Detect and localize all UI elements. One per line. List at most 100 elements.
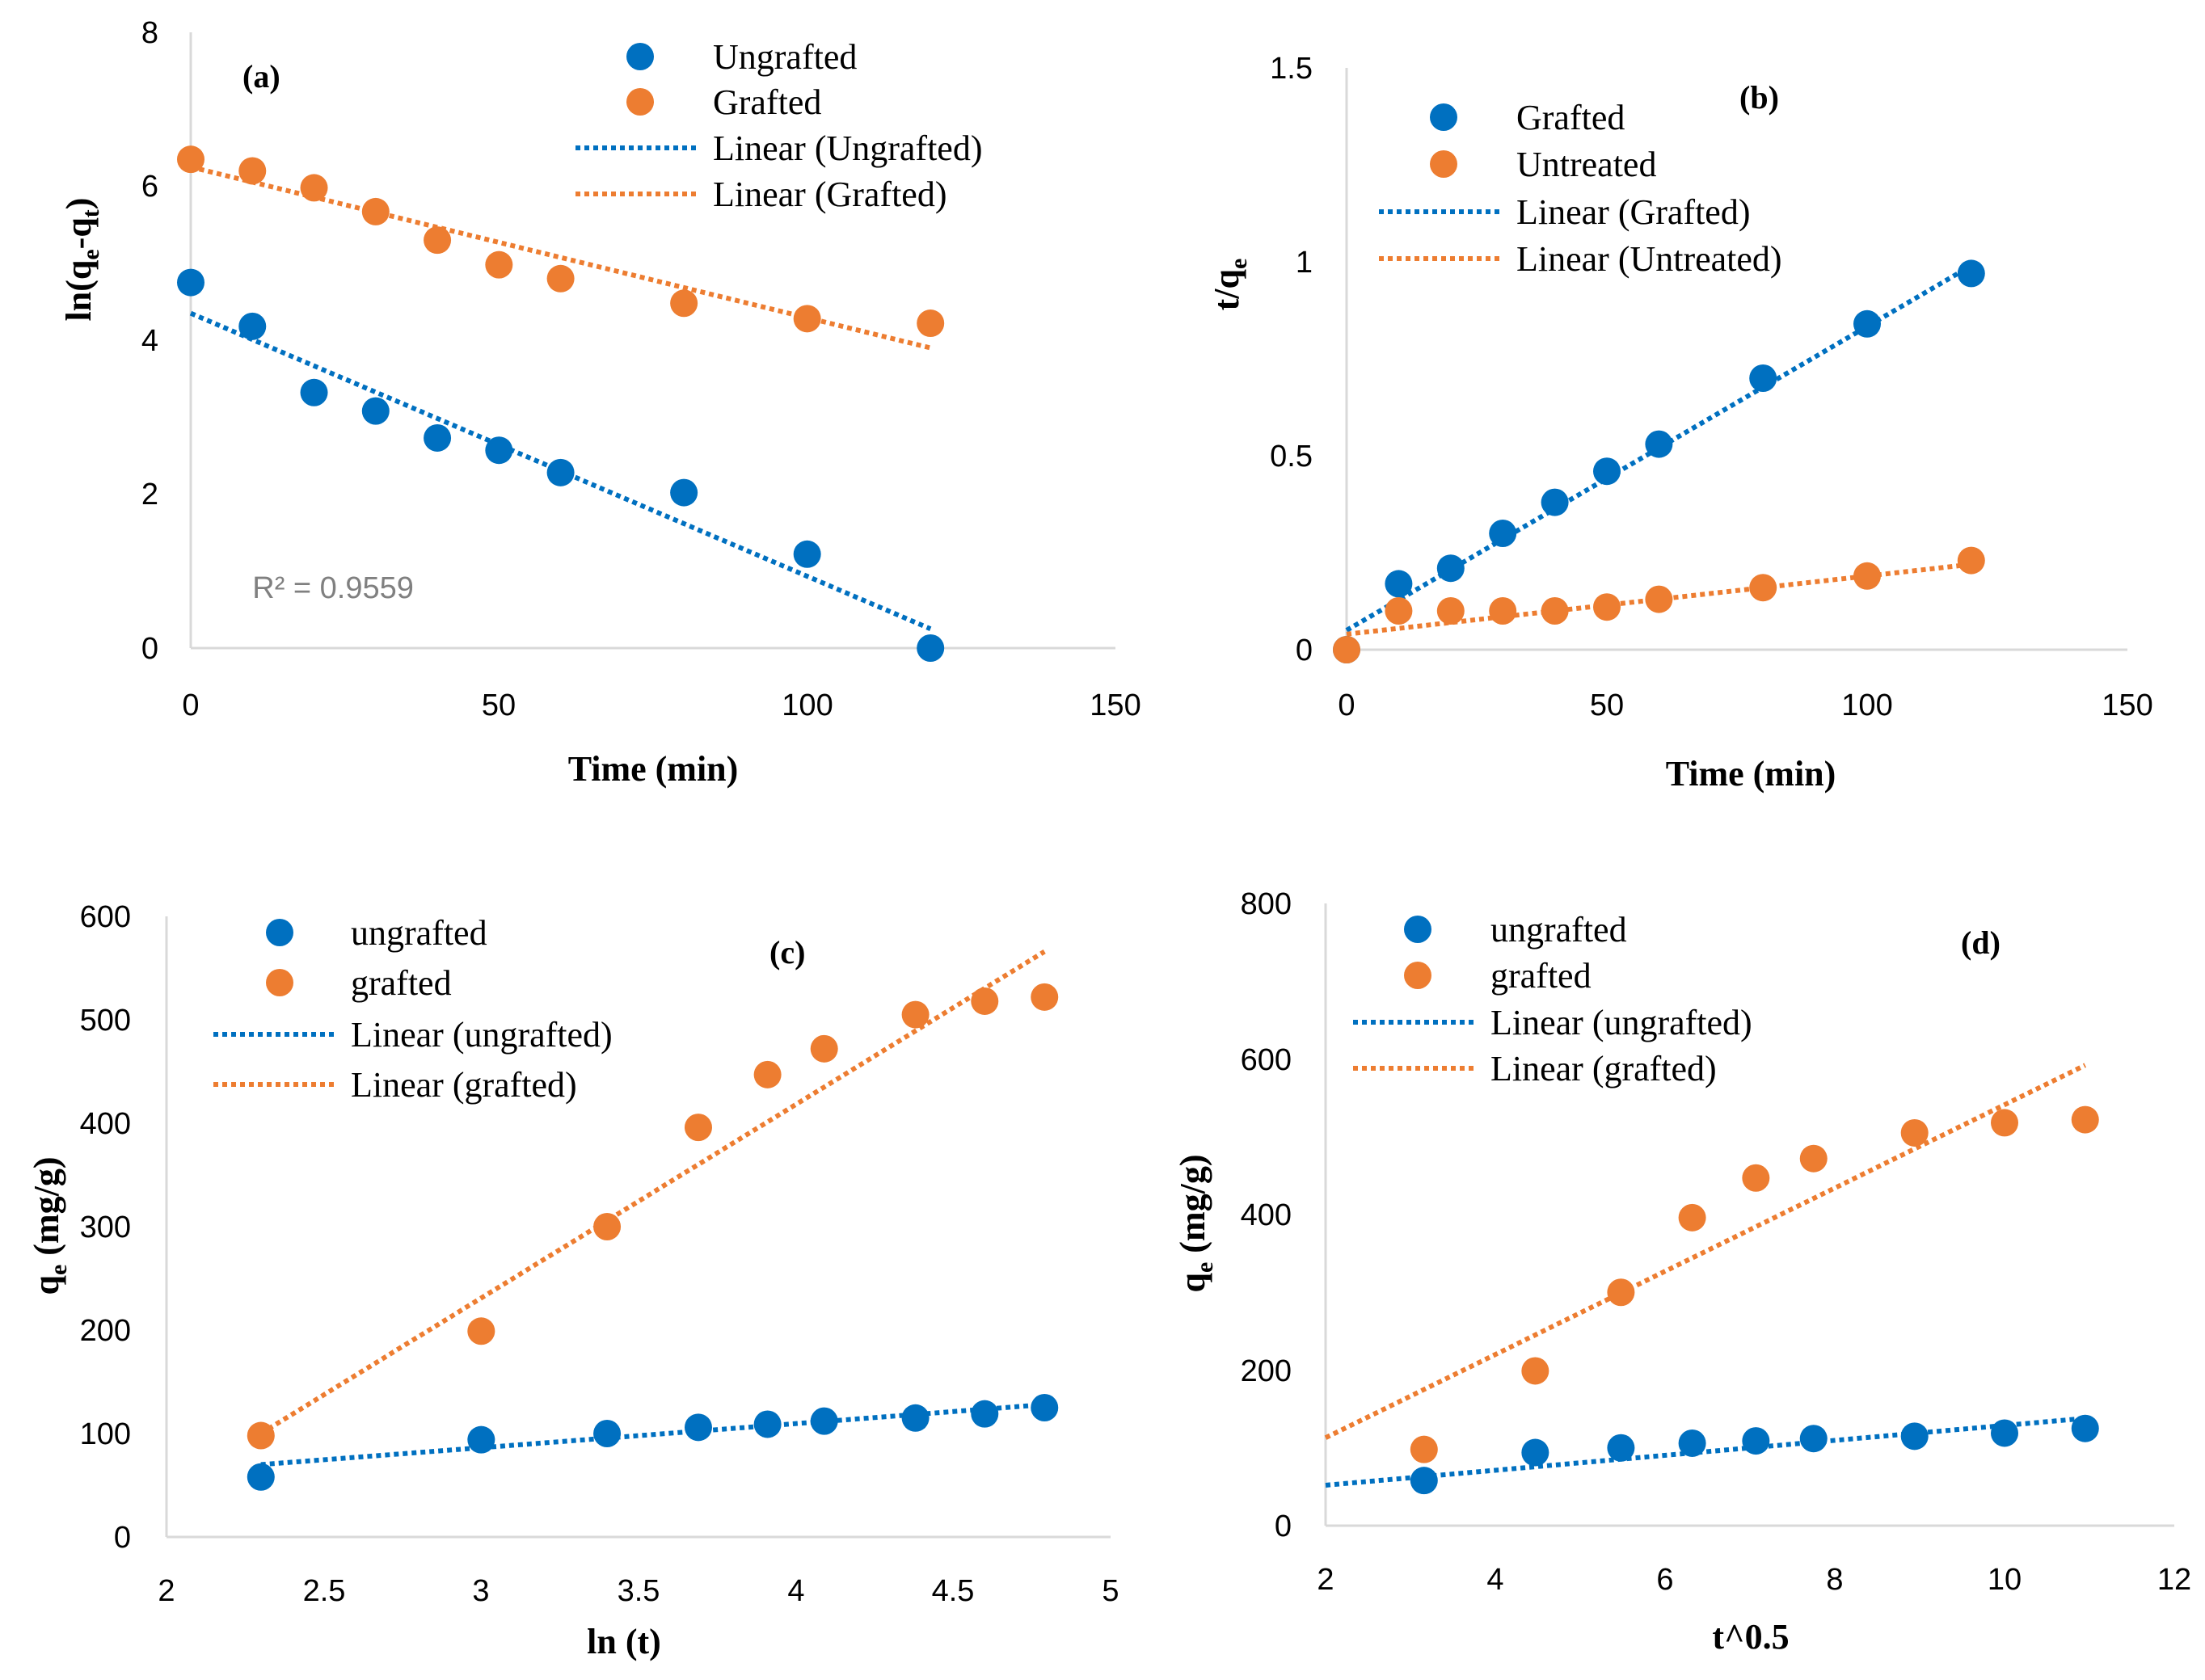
panel-a-plot-area xyxy=(177,145,945,662)
data-point-grafted xyxy=(238,157,267,185)
y-tick-label: 0 xyxy=(1275,1509,1292,1543)
panel-a-legend: Ungrafted Grafted Linear (Ungrafted) Lin… xyxy=(575,37,982,214)
panel-a-r-squared: R² = 0.9559 xyxy=(252,571,414,605)
y-tick-label: 500 xyxy=(80,1004,131,1038)
data-point-ungrafted xyxy=(1521,1438,1549,1467)
y-tick-label: 2 xyxy=(141,478,158,512)
x-tick-label: 6 xyxy=(1656,1563,1673,1597)
x-tick-label: 10 xyxy=(1988,1563,2022,1597)
data-point-grafted xyxy=(1489,520,1517,547)
data-point-ungrafted xyxy=(238,312,267,340)
data-point-ungrafted xyxy=(485,436,513,465)
panel-c-legend: ungrafted grafted Linear (ungrafted) Lin… xyxy=(213,913,613,1105)
data-point-ungrafted xyxy=(300,378,328,406)
data-point-ungrafted xyxy=(1678,1429,1706,1457)
y-tick-label: 6 xyxy=(141,170,158,204)
legend-label: grafted xyxy=(1490,956,1592,996)
data-point-ungrafted xyxy=(424,423,452,452)
x-tick-label: 5 xyxy=(1102,1574,1119,1608)
y-tick-label: 600 xyxy=(80,900,131,934)
data-point-ungrafted xyxy=(971,1400,999,1428)
x-tick-label: 4 xyxy=(787,1574,804,1608)
x-tick-label: 8 xyxy=(1826,1563,1843,1597)
data-point-grafted xyxy=(593,1213,622,1240)
data-point-ungrafted xyxy=(901,1404,930,1432)
data-point-grafted xyxy=(1957,259,1985,288)
data-point-grafted xyxy=(793,305,821,333)
x-tick-label: 4.5 xyxy=(932,1574,975,1608)
panel-a: 0 2 4 6 8 0 50 100 150 Time (min) ln(qe-… xyxy=(59,16,1141,789)
legend-label: Linear (ungrafted) xyxy=(351,1015,613,1055)
data-point-untreated xyxy=(1489,597,1517,625)
y-tick-label: 400 xyxy=(80,1107,131,1141)
legend-marker-ungrafted xyxy=(1404,916,1431,943)
data-point-grafted xyxy=(1749,364,1777,392)
x-tick-label: 12 xyxy=(2157,1563,2191,1597)
trendline-ungrafted xyxy=(260,1402,1045,1467)
data-point-ungrafted xyxy=(361,397,390,425)
panel-c-plot-area xyxy=(247,949,1059,1491)
panel-a-y-axis-title: ln(qe-qt) xyxy=(59,198,104,322)
data-point-ungrafted xyxy=(177,268,204,297)
panel-b-y-axis-title: t/qe xyxy=(1207,259,1252,311)
legend-marker-grafted xyxy=(1404,962,1431,989)
trendline-grafted xyxy=(259,949,1046,1436)
data-point-grafted xyxy=(917,309,945,338)
panel-d-y-ticks: 0 200 400 600 800 xyxy=(1241,887,1292,1543)
panel-b: 0 0.5 1 1.5 0 50 100 150 Time (min) t/qe… xyxy=(1207,52,2153,794)
legend-label: Untreated xyxy=(1516,145,1656,184)
panel-c-y-ticks: 0 100 200 300 400 500 600 xyxy=(80,900,131,1555)
panel-b-x-axis-title: Time (min) xyxy=(1666,754,1836,794)
legend-label: Linear (Grafted) xyxy=(713,175,947,214)
data-point-grafted xyxy=(300,174,328,202)
data-point-grafted xyxy=(1742,1164,1770,1192)
legend-label: Linear (ungrafted) xyxy=(1490,1003,1752,1042)
data-point-grafted xyxy=(670,289,698,318)
y-tick-label: 1 xyxy=(1296,246,1313,280)
data-point-ungrafted xyxy=(546,458,575,486)
data-point-ungrafted xyxy=(1607,1434,1635,1462)
y-tick-label: 600 xyxy=(1241,1043,1292,1077)
panel-c: 0 100 200 300 400 500 600 2 2.5 3 3.5 4 … xyxy=(27,900,1119,1661)
data-point-grafted xyxy=(810,1034,838,1063)
panel-c-label: (c) xyxy=(769,934,805,971)
data-point-grafted xyxy=(1385,570,1413,598)
data-point-untreated xyxy=(1593,593,1621,621)
legend-label: Linear (Untreated) xyxy=(1516,239,1782,279)
data-point-grafted xyxy=(1541,488,1569,516)
panel-b-label: (b) xyxy=(1739,79,1779,116)
data-point-grafted xyxy=(1645,430,1673,458)
panel-d-x-axis-title: t^0.5 xyxy=(1712,1617,1789,1657)
data-point-ungrafted xyxy=(1410,1467,1438,1495)
x-tick-label: 50 xyxy=(1590,688,1624,722)
legend-marker-untreated xyxy=(1430,150,1457,178)
panel-b-legend: Grafted Untreated Linear (Grafted) Linea… xyxy=(1379,98,1782,279)
x-tick-label: 0 xyxy=(1338,688,1355,722)
x-tick-label: 0 xyxy=(182,688,199,722)
data-point-ungrafted xyxy=(753,1410,782,1438)
legend-label: Linear (Grafted) xyxy=(1516,192,1750,232)
data-point-grafted xyxy=(1521,1357,1549,1385)
data-point-grafted xyxy=(247,1421,275,1450)
legend-marker-grafted xyxy=(626,88,654,116)
data-point-untreated xyxy=(1957,546,1985,575)
data-point-grafted xyxy=(1593,457,1621,486)
trendline-grafted xyxy=(1324,1063,2087,1440)
data-point-grafted xyxy=(684,1114,712,1142)
data-point-ungrafted xyxy=(1799,1425,1828,1453)
data-point-ungrafted xyxy=(917,634,945,662)
data-point-untreated xyxy=(1645,585,1673,613)
data-point-ungrafted xyxy=(247,1463,275,1491)
data-point-ungrafted xyxy=(670,478,698,507)
trendline-ungrafted xyxy=(1325,1416,2086,1488)
data-point-grafted xyxy=(753,1060,782,1088)
y-tick-label: 0.5 xyxy=(1270,440,1313,474)
data-point-grafted xyxy=(424,226,452,255)
x-tick-label: 2 xyxy=(158,1574,175,1608)
panel-c-x-axis-title: ln (t) xyxy=(587,1622,661,1661)
x-tick-label: 4 xyxy=(1486,1563,1503,1597)
panel-b-x-ticks: 0 50 100 150 xyxy=(1338,688,2152,722)
y-tick-label: 0 xyxy=(114,1521,131,1555)
x-tick-label: 2.5 xyxy=(303,1574,346,1608)
